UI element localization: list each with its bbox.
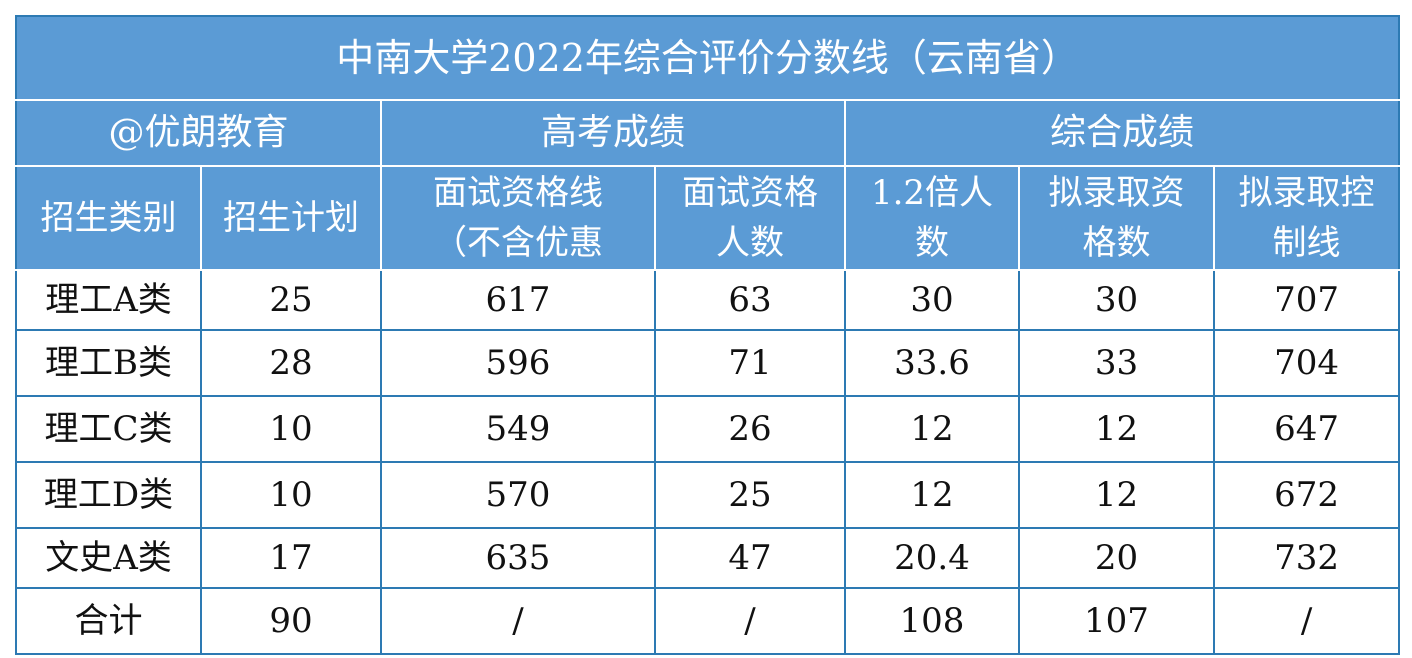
col-category: 招生类别 xyxy=(15,165,202,271)
group-zonghe: 综合成绩 xyxy=(843,99,1401,167)
table-title: 中南大学2022年综合评价分数线（云南省） xyxy=(14,15,1401,101)
score-table-container: 中南大学2022年综合评价分数线（云南省） @优朗教育 高考成绩 综合成绩 招生… xyxy=(14,15,1401,655)
cell-admit-count: 12 xyxy=(1018,461,1215,529)
table-row: 理工B类 28 596 71 33.6 33 704 xyxy=(15,329,1401,397)
cell-plan: 25 xyxy=(200,269,382,331)
cell-times12: 12 xyxy=(844,461,1020,529)
cell-admit-line: 704 xyxy=(1212,329,1401,397)
cell-category: 理工D类 xyxy=(15,461,202,529)
col-admit-line: 拟录取控制线 xyxy=(1212,165,1401,271)
cell-admit-line: / xyxy=(1212,587,1401,655)
group-gaokao: 高考成绩 xyxy=(380,99,846,167)
cell-category: 理工B类 xyxy=(15,329,202,397)
cell-admit-count: 107 xyxy=(1018,587,1215,655)
cell-plan: 10 xyxy=(200,395,382,463)
cell-interview-count: 63 xyxy=(654,269,846,331)
cell-times12: 33.6 xyxy=(844,329,1020,397)
cell-category: 理工C类 xyxy=(15,395,202,463)
cell-admit-count: 30 xyxy=(1018,269,1215,331)
cell-interview-line: 596 xyxy=(380,329,656,397)
cell-interview-count: 47 xyxy=(654,527,846,589)
score-table: 中南大学2022年综合评价分数线（云南省） @优朗教育 高考成绩 综合成绩 招生… xyxy=(14,15,1401,655)
cell-times12: 12 xyxy=(844,395,1020,463)
watermark-label: @优朗教育 xyxy=(15,99,382,167)
cell-interview-count: 71 xyxy=(654,329,846,397)
cell-interview-line: 549 xyxy=(380,395,656,463)
cell-interview-count: 26 xyxy=(654,395,846,463)
table-row: 理工A类 25 617 63 30 30 707 xyxy=(15,269,1401,331)
cell-times12: 30 xyxy=(844,269,1020,331)
cell-interview-count: 25 xyxy=(654,461,846,529)
col-interview-count: 面试资格人数 xyxy=(654,165,846,271)
column-header-row: 招生类别 招生计划 面试资格线（不含优惠 面试资格人数 1.2倍人数 拟录取资格… xyxy=(15,165,1401,271)
col-interview-line: 面试资格线（不含优惠 xyxy=(380,165,656,271)
cell-times12: 20.4 xyxy=(844,527,1020,589)
col-plan: 招生计划 xyxy=(200,165,382,271)
total-row: 合计 90 / / 108 107 / xyxy=(15,587,1401,655)
cell-interview-line: / xyxy=(380,587,656,655)
cell-plan: 28 xyxy=(200,329,382,397)
cell-interview-count: / xyxy=(654,587,846,655)
title-row: 中南大学2022年综合评价分数线（云南省） xyxy=(14,15,1401,101)
group-header-row: @优朗教育 高考成绩 综合成绩 xyxy=(15,99,1401,167)
cell-category: 理工A类 xyxy=(15,269,202,331)
cell-admit-line: 672 xyxy=(1212,461,1401,529)
table-row: 文史A类 17 635 47 20.4 20 732 xyxy=(15,527,1401,589)
col-times12: 1.2倍人数 xyxy=(844,165,1020,271)
cell-admit-count: 12 xyxy=(1018,395,1215,463)
cell-plan: 17 xyxy=(200,527,382,589)
table-row: 理工C类 10 549 26 12 12 647 xyxy=(15,395,1401,463)
cell-plan: 10 xyxy=(200,461,382,529)
cell-category: 文史A类 xyxy=(15,527,202,589)
cell-admit-line: 647 xyxy=(1212,395,1401,463)
cell-times12: 108 xyxy=(844,587,1020,655)
cell-admit-line: 707 xyxy=(1212,269,1401,331)
cell-plan: 90 xyxy=(200,587,382,655)
col-admit-count: 拟录取资格数 xyxy=(1018,165,1215,271)
cell-interview-line: 635 xyxy=(380,527,656,589)
cell-category: 合计 xyxy=(15,587,202,655)
table-row: 理工D类 10 570 25 12 12 672 xyxy=(15,461,1401,529)
cell-admit-count: 33 xyxy=(1018,329,1215,397)
cell-interview-line: 570 xyxy=(380,461,656,529)
cell-admit-count: 20 xyxy=(1018,527,1215,589)
cell-interview-line: 617 xyxy=(380,269,656,331)
cell-admit-line: 732 xyxy=(1212,527,1401,589)
